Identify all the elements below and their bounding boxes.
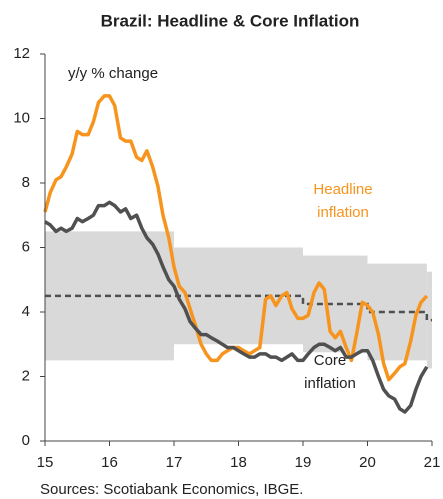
annotation: Headline xyxy=(313,181,372,198)
annotation: inflation xyxy=(304,375,356,392)
y-tick-label: 8 xyxy=(22,174,30,191)
x-tick-label: 18 xyxy=(230,454,247,471)
y-tick-label: 4 xyxy=(22,303,30,320)
y-tick-label: 0 xyxy=(22,432,30,449)
x-tick-label: 15 xyxy=(37,454,54,471)
x-tick-label: 16 xyxy=(101,454,118,471)
plot xyxy=(43,94,432,414)
y-tick-label: 10 xyxy=(13,109,30,126)
y-axis-label: y/y % change xyxy=(68,65,158,82)
x-tick-label: 17 xyxy=(166,454,183,471)
y-tick-label: 12 xyxy=(13,45,30,62)
y-tick-label: 6 xyxy=(22,238,30,255)
series-line xyxy=(44,200,429,414)
x-tick-label: 21 xyxy=(424,454,441,471)
source: Sources: Scotiabank Economics, IBGE. xyxy=(40,481,303,498)
annotation: inflation xyxy=(317,204,369,221)
chart-title: Brazil: Headline & Core Inflation xyxy=(101,11,360,30)
x-tick-label: 19 xyxy=(295,454,312,471)
annotation: Core xyxy=(314,352,347,369)
x-tick-label: 20 xyxy=(359,454,376,471)
target-band xyxy=(426,271,432,369)
y-tick-label: 2 xyxy=(22,367,30,384)
